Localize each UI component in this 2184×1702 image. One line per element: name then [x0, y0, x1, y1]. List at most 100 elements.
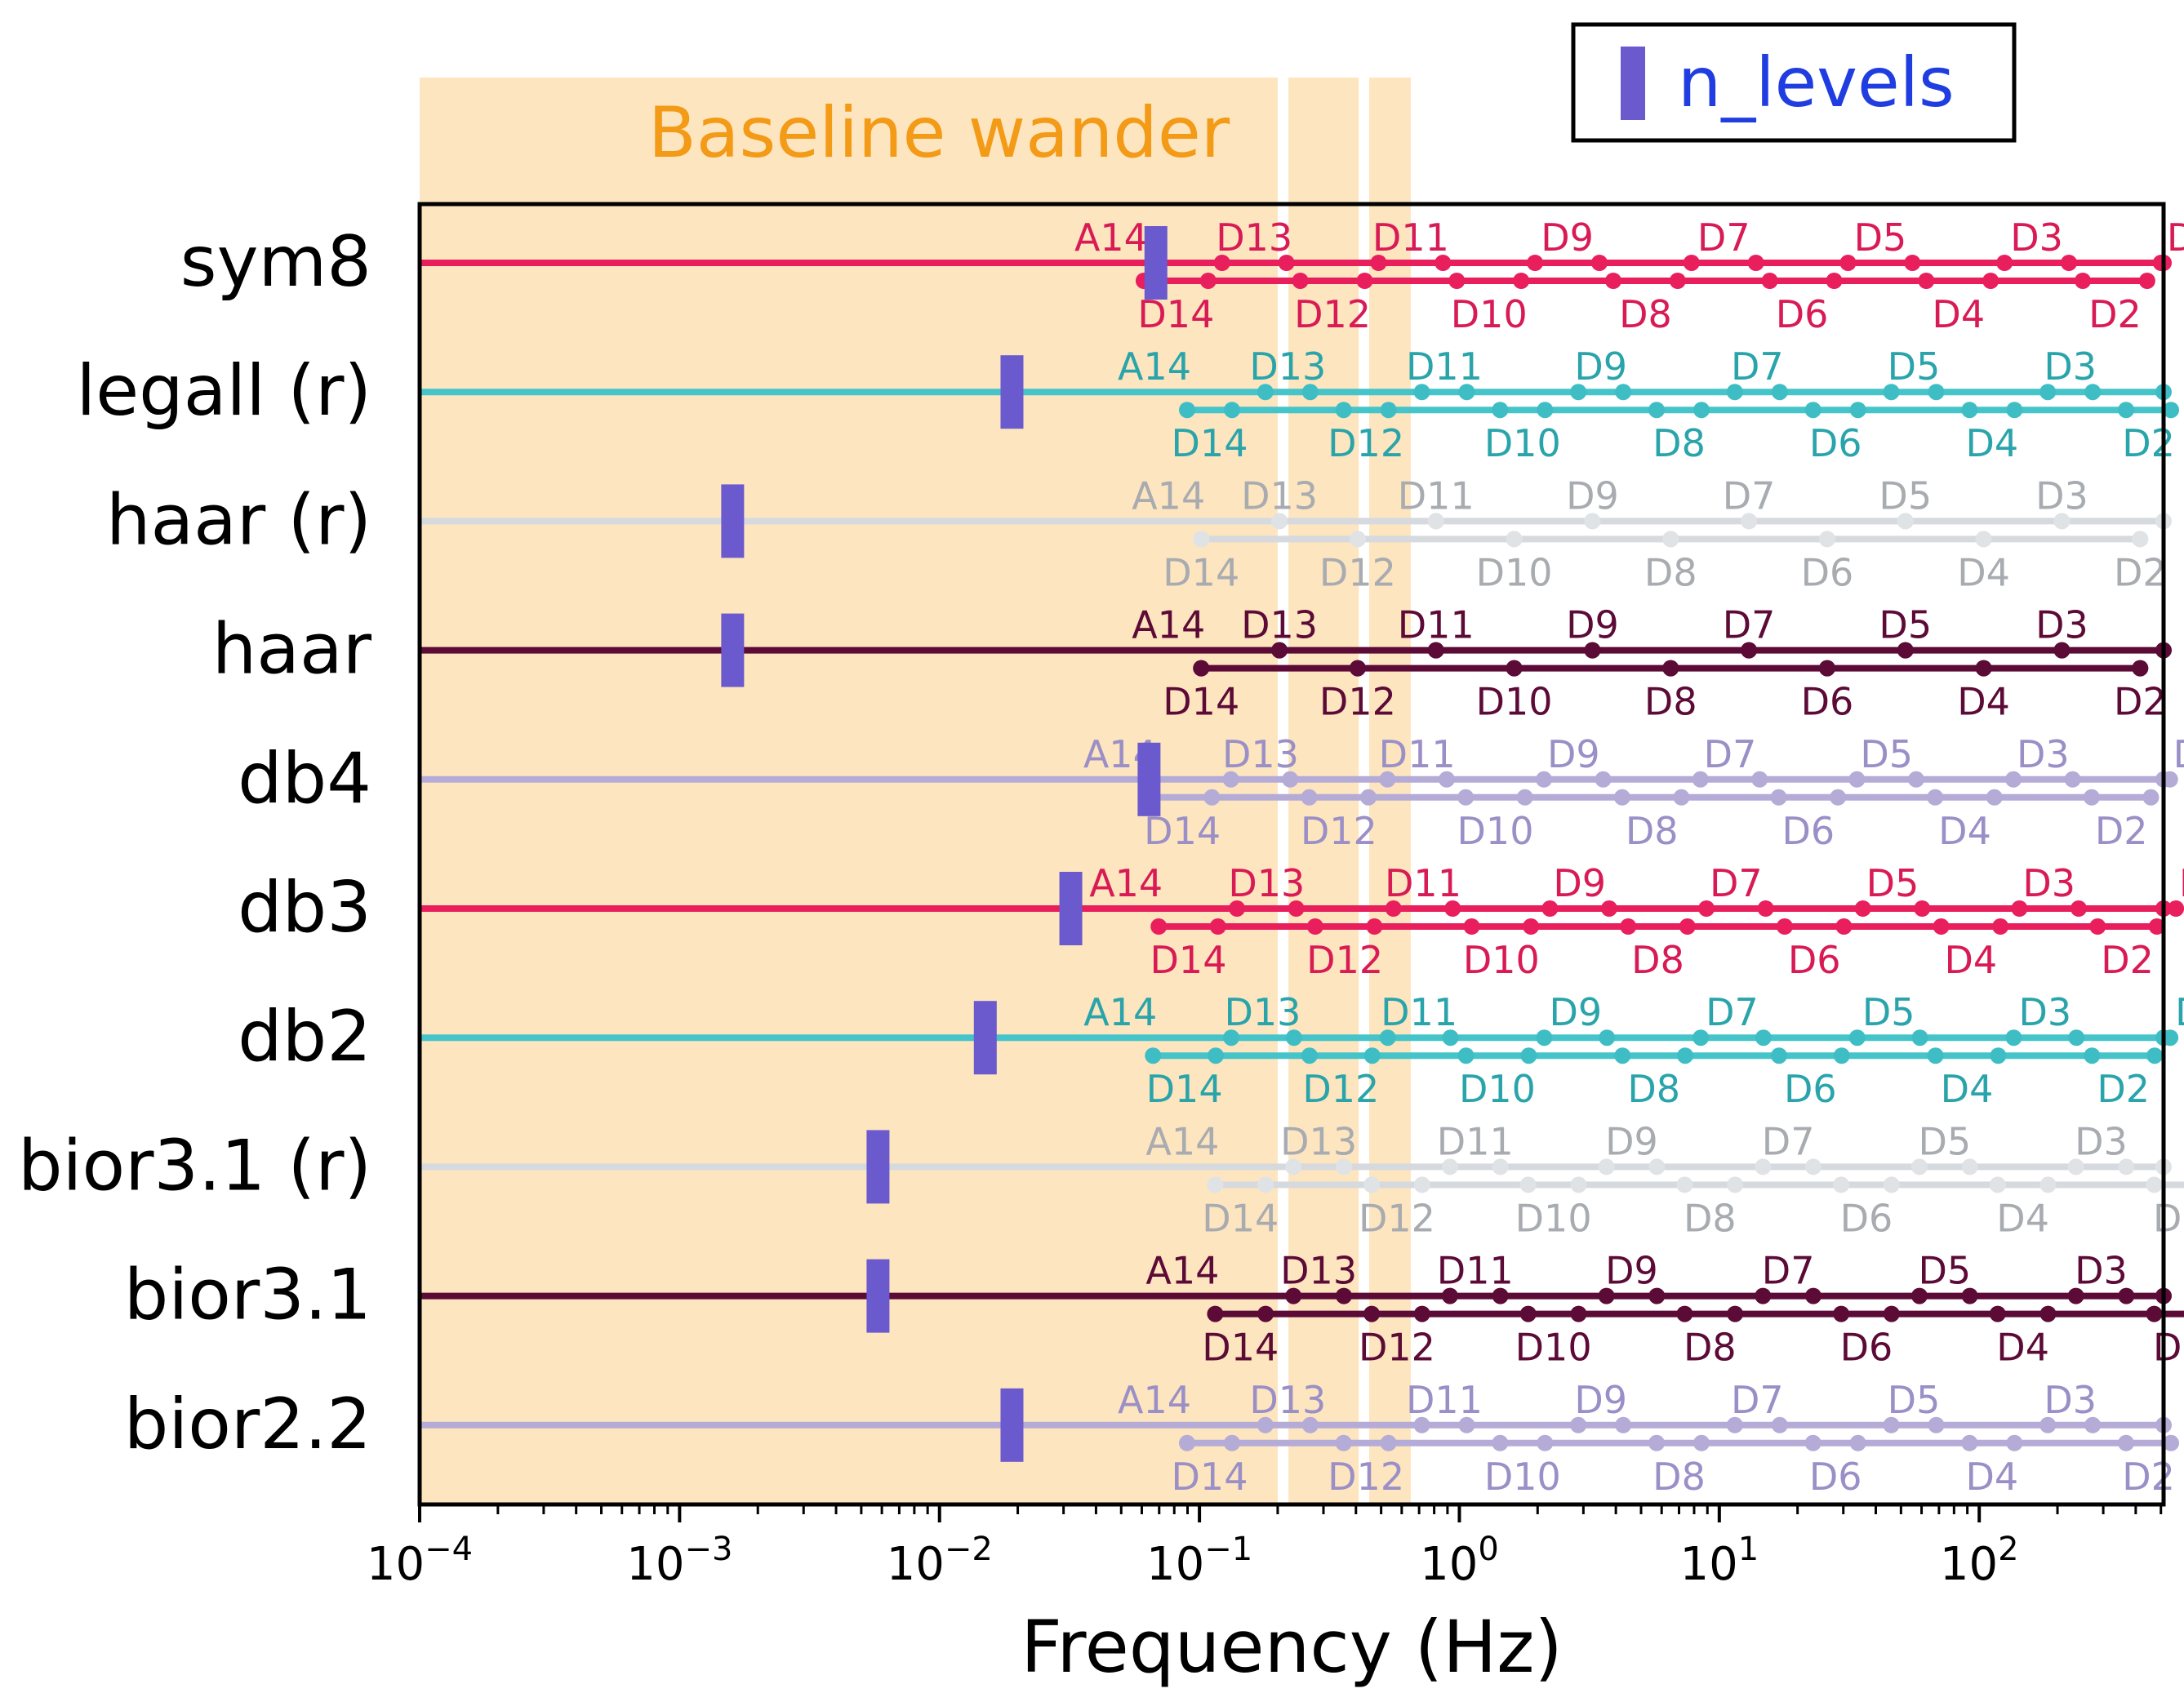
band-label-D10: D10	[1476, 550, 1553, 594]
n-levels-marker	[1000, 1389, 1023, 1462]
band-label-D14: D14	[1172, 421, 1248, 465]
band-label-D10: D10	[1463, 938, 1540, 982]
dot-D6-high	[1834, 1047, 1850, 1064]
band-label-A14: A14	[1132, 603, 1205, 647]
legend-n-levels-swatch	[1621, 47, 1645, 120]
band-label-D8: D8	[1652, 1455, 1706, 1499]
dot-D12-high	[1350, 660, 1366, 677]
tick-label: 10−1	[1146, 1531, 1252, 1591]
tick-label: 10−3	[626, 1531, 732, 1591]
dot-D2-high	[2132, 660, 2148, 677]
band-label-D5: D5	[1918, 1249, 1971, 1293]
row-label: sym8	[180, 221, 371, 303]
band-label-D9: D9	[1541, 216, 1594, 260]
band-label-D6: D6	[1809, 421, 1862, 465]
dot-D10-low	[1520, 1306, 1537, 1322]
band-label-A14: A14	[1083, 990, 1157, 1034]
row-label: bior3.1	[124, 1255, 371, 1336]
band-label-D10: D10	[1484, 1455, 1561, 1499]
dot-D4-low	[1927, 789, 1943, 806]
band-label-D8: D8	[1684, 1196, 1737, 1240]
x-axis-label: Frequency (Hz)	[1021, 1605, 1563, 1689]
band-label-D2: D2	[2122, 1455, 2175, 1499]
dot-D4-high	[1986, 789, 2003, 806]
n-levels-marker	[721, 614, 744, 687]
band-label-D7: D7	[1731, 1378, 1784, 1422]
band-label-D11: D11	[1385, 861, 1461, 905]
dot-D6-low	[1833, 1176, 1849, 1193]
band-label-D3: D3	[2075, 1119, 2128, 1163]
band-label-A14: A14	[1089, 861, 1163, 905]
legend-n-levels-label: n_levels	[1678, 42, 1955, 122]
dot-D10-high	[1570, 1176, 1586, 1193]
band-label-D13: D13	[1280, 1249, 1357, 1293]
shaded-region-3	[1369, 78, 1411, 1504]
dot-D8-high	[1670, 273, 1686, 289]
band-label-D13: D13	[1241, 473, 1318, 518]
dot-D12-high	[1414, 1176, 1430, 1193]
dot-D6-high	[1819, 531, 1835, 547]
dot-D12-high	[1360, 789, 1377, 806]
band-label-D9: D9	[1605, 1249, 1658, 1293]
band-label-D9: D9	[1574, 344, 1627, 389]
row-label: db2	[238, 996, 371, 1078]
band-label-D2: D2	[2153, 1196, 2184, 1240]
dot-D7-high	[1748, 255, 1764, 271]
dot-D12-high	[1356, 273, 1372, 289]
band-label-D4: D4	[1996, 1326, 2049, 1370]
band-label-D4: D4	[1941, 1067, 1994, 1111]
band-label-D12: D12	[1328, 421, 1404, 465]
band-label-D3: D3	[2044, 344, 2097, 389]
dot-D6-high	[1835, 918, 1852, 935]
dot-D10-high	[1520, 1047, 1537, 1064]
dot-D2-high	[2139, 273, 2155, 289]
dot-D14-high	[1257, 1306, 1274, 1322]
band-label-D2: D2	[2114, 550, 2167, 594]
dot-D6-low	[1771, 789, 1787, 806]
dot-D2-high	[2146, 1047, 2163, 1064]
dot-D14-high	[1193, 660, 1209, 677]
band-label-D11: D11	[1406, 1378, 1483, 1422]
row-label: db3	[238, 867, 371, 949]
dot-D12-low	[1292, 273, 1309, 289]
dot-D6-low	[1833, 1306, 1849, 1322]
dot-D3-high	[2061, 255, 2077, 271]
dot-D12-high	[1381, 1435, 1397, 1451]
band-label-D10: D10	[1484, 421, 1561, 465]
dot-D8-low	[1620, 918, 1636, 935]
band-label-D13: D13	[1228, 861, 1305, 905]
band-label-D10: D10	[1459, 1067, 1536, 1111]
dot-D6-low	[1771, 1047, 1787, 1064]
row-label: db4	[238, 738, 371, 820]
band-label-D8: D8	[1619, 292, 1672, 336]
dot-D10-high	[1513, 273, 1529, 289]
band-label-D9: D9	[1574, 1378, 1627, 1422]
dot-D10-low	[1464, 918, 1480, 935]
band-label-D4: D4	[1938, 809, 1991, 853]
dot-D10-low	[1492, 402, 1508, 418]
band-label-D7: D7	[1704, 732, 1757, 776]
dot-D4-low	[1990, 1176, 2006, 1193]
band-label-D7: D7	[1723, 473, 1776, 518]
band-label-D13: D13	[1280, 1119, 1357, 1163]
dot-D12-high	[1381, 402, 1397, 418]
band-label-D12: D12	[1359, 1326, 1435, 1370]
dot-D12-low	[1307, 918, 1323, 935]
dot-D6-high	[1850, 402, 1866, 418]
row-label: bior3.1 (r)	[18, 1125, 371, 1207]
dot-D4-high	[1976, 531, 1992, 547]
dot-D2-high	[2142, 789, 2159, 806]
band-label-D2: D2	[2097, 1067, 2150, 1111]
dot-D14-high	[1208, 1047, 1224, 1064]
tick-label: 10−4	[367, 1531, 473, 1591]
band-label-D5: D5	[1860, 732, 1913, 776]
dot-D10-high	[1517, 789, 1533, 806]
band-label-D12: D12	[1319, 550, 1396, 594]
band-label-D9: D9	[1566, 473, 1619, 518]
band-label-D11: D11	[1381, 990, 1457, 1034]
dot-D4-low	[1918, 273, 1934, 289]
band-label-D6: D6	[1809, 1455, 1862, 1499]
dot-D2-low	[2084, 1047, 2100, 1064]
dot-D8-low	[1648, 1435, 1665, 1451]
band-label-D8: D8	[1652, 421, 1706, 465]
